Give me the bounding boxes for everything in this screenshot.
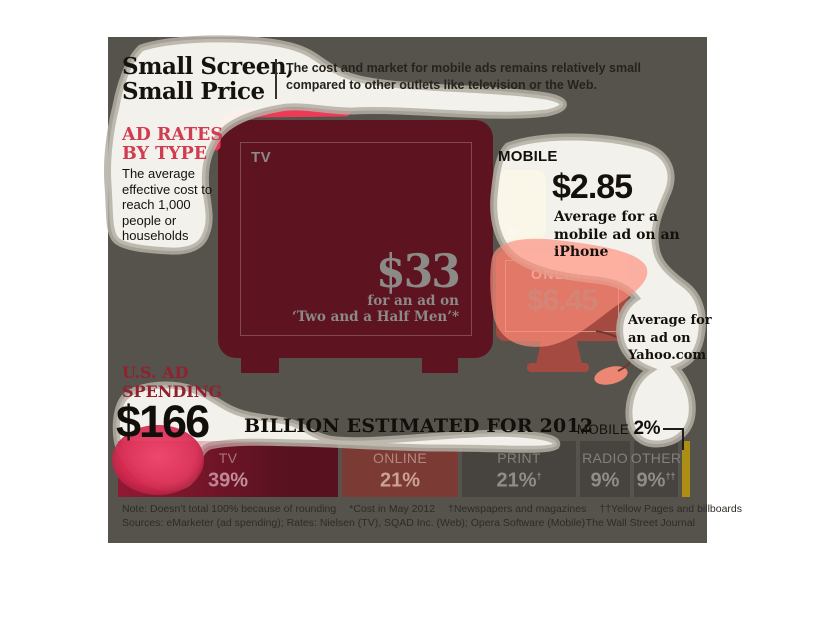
callout-connector-horizontal [663,428,684,430]
footnote-cost: *Cost in May 2012 [349,503,436,515]
tv-screen-frame: TV $33 for an ad on ‘Two and a Half Men’… [240,142,472,336]
bar-label: OTHER [630,449,682,466]
bar-value: 21% [379,469,421,492]
online-monitor-illustration: ONLINE $6.45 [496,251,628,341]
bar-segment-online: ONLINE 21% [342,441,458,497]
bar-value: 9%†† [636,469,676,492]
mobile-price: $2.85 [552,168,633,206]
tv-foot-right [422,358,458,373]
mobile-callout: MOBILE 2% [548,418,661,440]
computer-mouse-icon [592,363,630,388]
bar-segment-mobile [682,441,690,497]
bar-value: 39% [207,469,249,492]
footnote-double-dagger: ††Yellow Pages and billboards [599,503,743,515]
iphone-icon [498,170,546,240]
sources-line: Sources: eMarketer (ad spending); Rates:… [122,517,695,529]
tv-caption-line2: ‘Two and a Half Men’* [292,309,459,325]
header-divider [275,59,277,99]
bar-value: 21%† [496,469,542,492]
sources-text: Sources: eMarketer (ad spending); Rates:… [122,517,586,529]
title-line1: Small Screen, [122,53,294,80]
subtitle: The cost and market for mobile ads remai… [286,61,641,92]
monitor-stand-neck [536,340,582,364]
ad-rates-description: The average effective cost to reach 1,00… [122,166,213,243]
bar-label: PRINT [497,449,541,466]
bar-segment-print: PRINT 21%† [462,441,576,497]
ad-rates-heading-line2: BY TYPE [122,144,208,164]
footnote-note: Note: Doesn’t total 100% because of roun… [122,503,337,515]
iphone-screen [505,177,542,230]
footnote-dagger: †Newspapers and magazines [448,503,587,515]
online-price: $6.45 [526,284,598,317]
iphone-home-button [508,228,515,235]
bar-value: 9% [590,469,620,492]
ad-rates-heading: AD RATES BY TYPE [122,126,223,164]
mobile-callout-label: MOBILE [576,422,630,437]
bar-label: TV [218,449,238,466]
mobile-callout-value: 2% [633,418,661,439]
bar-label: RADIO [582,449,628,466]
mobile-section-label: MOBILE [498,148,558,165]
title-line2: Small Price [122,78,265,105]
infographic-panel: TV $33 for an ad on ‘Two and a Half Men’… [108,37,742,543]
mobile-caption: Average for a mobile ad on an iPhone [554,209,680,260]
spending-amount: $166 [116,396,210,447]
page-title: Small Screen, Small Price [122,54,294,104]
bar-label: ONLINE [373,449,427,466]
online-label: ONLINE [531,266,593,282]
credit-text: The Wall Street Journal [585,517,695,529]
spending-amount-caption: BILLION ESTIMATED FOR 2012 [244,415,594,437]
callout-connector-vertical [682,428,684,450]
bar-segment-radio: RADIO 9% [580,441,630,497]
ad-rates-heading-line1: AD RATES [122,125,224,145]
tv-illustration: TV $33 for an ad on ‘Two and a Half Men’… [218,120,493,358]
tv-price-block: $33 for an ad on ‘Two and a Half Men’* [292,244,461,325]
ad-spending-bar-chart: TV 39% ONLINE 21% PRINT 21%† RADIO 9% OT… [118,441,690,497]
tv-foot-left [241,358,279,373]
online-caption: Average for an ad on Yahoo.com [628,313,712,363]
tv-price: $33 [376,244,461,298]
bar-segment-tv: TV 39% [118,441,338,497]
spending-heading-line1: U.S. AD [122,363,189,382]
monitor-stand-base [527,363,589,372]
tv-label: TV [251,149,272,166]
bar-segment-other: OTHER 9%†† [631,441,681,497]
tv-caption-line1: for an ad on [367,293,459,309]
footnote-line: Note: Doesn’t total 100% because of roun… [122,503,755,515]
